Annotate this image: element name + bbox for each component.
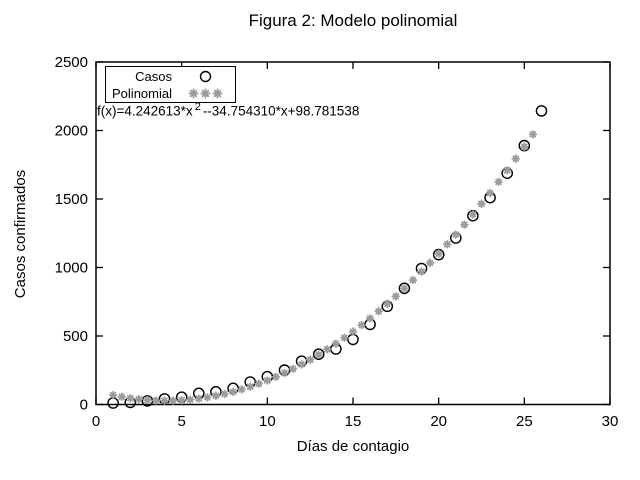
x-tick-label: 20 — [430, 413, 447, 430]
casos-point — [398, 282, 411, 295]
polinomial-point — [477, 199, 486, 209]
x-tick-label: 5 — [177, 413, 185, 430]
polinomial-point — [357, 320, 366, 330]
polinomial-point — [511, 154, 521, 163]
asterisk-marker-icon — [179, 88, 231, 99]
y-tick-label: 1000 — [55, 260, 88, 277]
polinomial-point — [442, 240, 452, 249]
legend: Casos Polinomial — [105, 66, 236, 103]
casos-point — [107, 397, 119, 409]
x-tick-labels: 0 5 10 15 20 25 30 — [92, 413, 619, 430]
circle-marker-icon — [179, 70, 231, 83]
equation-exponent: 2 — [194, 101, 201, 113]
fit-equation: f(x)=4.242613*x 2 --34.754310*x+98.781538 — [97, 101, 359, 119]
polinomial-point — [220, 389, 229, 399]
y-tick-label: 2500 — [55, 54, 88, 71]
x-tick-label: 25 — [516, 413, 533, 430]
y-tick-label: 500 — [63, 328, 88, 345]
polinomial-point — [160, 396, 169, 405]
polinomial-point — [228, 387, 238, 397]
polinomial-point — [314, 350, 323, 359]
polinomial-point — [203, 393, 212, 402]
polinomial-point — [297, 360, 306, 369]
polinomial-point — [485, 188, 495, 198]
polinomial-point — [263, 376, 272, 385]
chart-title: Figura 2: Modelo polinomial — [248, 11, 458, 30]
series-polinomial-points — [108, 130, 538, 405]
x-axis-label: Días de contagio — [296, 438, 410, 455]
polinomial-point — [391, 292, 401, 301]
series-casos-points — [107, 105, 548, 409]
equation-suffix: --34.754310*x+98.781538 — [202, 103, 360, 119]
polinomial-point — [323, 345, 332, 354]
polinomial-point — [126, 393, 135, 403]
polinomial-point — [520, 142, 529, 151]
polinomial-point — [143, 395, 152, 405]
polinomial-point — [400, 284, 409, 293]
polinomial-point — [211, 391, 221, 401]
polinomial-point — [468, 210, 478, 219]
x-tick-label: 0 — [92, 413, 100, 430]
polinomial-point — [417, 267, 426, 276]
polinomial-point — [237, 385, 246, 394]
polinomial-point — [451, 230, 461, 239]
polinomial-point — [425, 258, 435, 268]
polinomial-point — [460, 220, 469, 229]
polinomial-point — [502, 166, 512, 175]
polinomial-point — [117, 392, 126, 402]
polinomial-point — [254, 379, 264, 388]
polinomial-point — [194, 394, 204, 403]
polinomial-point — [151, 396, 161, 405]
legend-item-polinomial: Polinomial — [106, 85, 235, 101]
y-tick-label: 1500 — [55, 191, 88, 208]
polinomial-point — [348, 327, 358, 336]
polinomial-point — [177, 395, 186, 405]
polinomial-point — [168, 396, 178, 405]
casos-point — [312, 348, 325, 361]
x-tick-label: 30 — [602, 413, 619, 430]
polinomial-point — [280, 368, 289, 378]
polinomial-point — [340, 333, 349, 343]
polinomial-point — [434, 249, 443, 258]
polinomial-point — [383, 299, 392, 309]
polinomial-point — [108, 390, 118, 400]
polinomial-point — [408, 275, 418, 285]
polinomial-point — [331, 339, 341, 348]
polinomial-point — [134, 394, 144, 404]
casos-point — [535, 105, 548, 117]
polinomial-point — [494, 177, 503, 187]
x-tick-label: 15 — [345, 413, 362, 430]
polinomial-point — [271, 372, 281, 382]
y-tick-labels: 0 500 1000 1500 2000 2500 — [55, 54, 88, 414]
x-tick-label: 10 — [259, 413, 276, 430]
legend-item-casos: Casos — [106, 68, 235, 84]
polinomial-point — [528, 130, 538, 139]
legend-label-polinomial: Polinomial — [112, 85, 172, 101]
polinomial-point — [365, 314, 375, 323]
polinomial-point — [185, 395, 195, 404]
y-tick-label: 2000 — [55, 123, 88, 140]
y-tick-label: 0 — [80, 397, 88, 414]
polinomial-point — [245, 382, 255, 391]
polinomial-point — [374, 307, 383, 316]
polinomial-point — [288, 364, 298, 374]
equation-prefix: f(x)=4.242613*x — [97, 103, 193, 119]
legend-label-casos: Casos — [135, 68, 172, 84]
polinomial-point — [305, 355, 315, 364]
